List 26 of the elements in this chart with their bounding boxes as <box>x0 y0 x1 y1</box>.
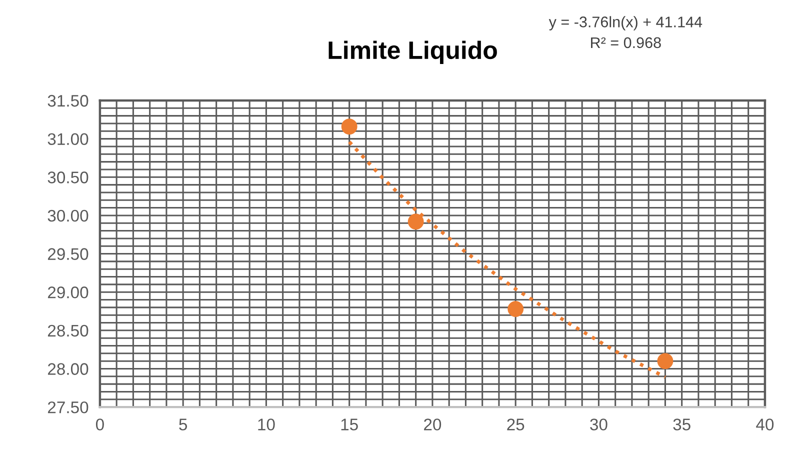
text: y = -3.76ln(x) + 41.144 <box>548 16 702 30</box>
x-tick-label: 20 <box>424 418 442 430</box>
x-tick-label: 5 <box>179 418 188 430</box>
text: R² = 0.968 <box>591 37 661 48</box>
y-tick-label: 30.00 <box>48 210 88 222</box>
y-tick-label: 29.00 <box>48 286 88 298</box>
x-tick-label: 40 <box>756 418 774 430</box>
point <box>508 300 524 317</box>
x-tick-label: 35 <box>673 418 690 430</box>
point <box>341 118 358 135</box>
point <box>408 214 424 230</box>
point <box>657 353 674 370</box>
y-tick-label: 30.50 <box>48 172 88 184</box>
y-tick-label: 27.50 <box>48 401 88 414</box>
y-tick-label: 31.50 <box>48 94 88 107</box>
x-tick-label: 0 <box>96 418 104 430</box>
x-tick-label: 10 <box>258 418 275 430</box>
y-tick-label: 31.00 <box>48 133 88 146</box>
line-series <box>348 140 667 379</box>
x-tick-label: 25 <box>507 418 524 430</box>
y-tick-label: 28.50 <box>48 324 88 337</box>
chart-title: Limite Liquido <box>328 40 497 64</box>
y-tick-label: 28.00 <box>48 363 88 375</box>
y-tick-label: 29.50 <box>48 248 88 260</box>
x-tick-label: 15 <box>341 418 358 430</box>
x-tick-label: 30 <box>590 418 608 430</box>
